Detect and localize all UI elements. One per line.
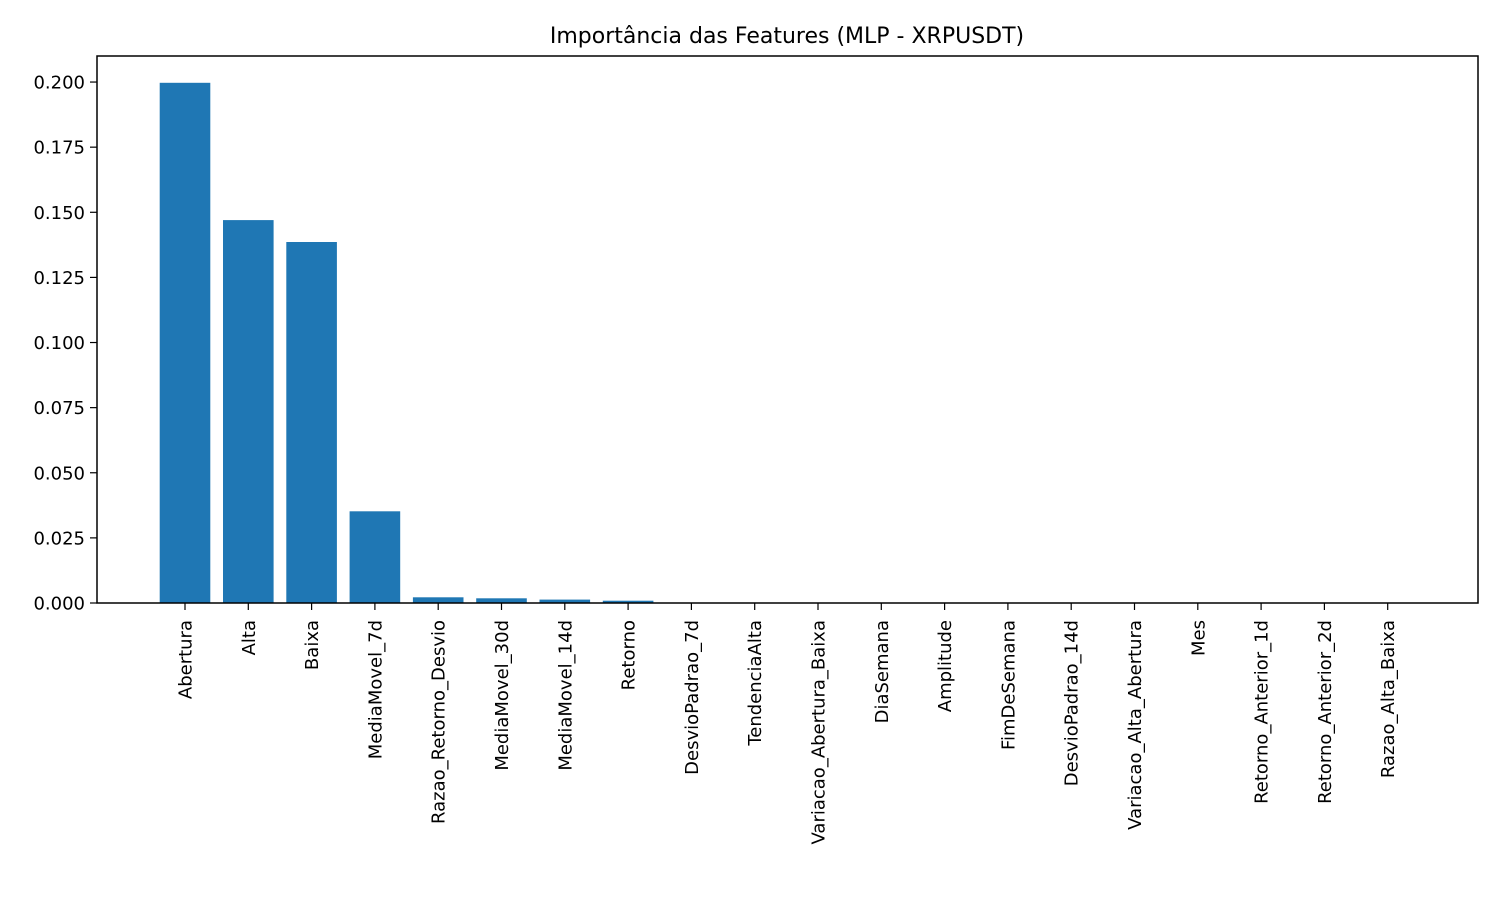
x-tick-label: Variacao_Alta_Abertura	[1125, 620, 1146, 830]
x-tick-label: MediaMovel_30d	[492, 620, 513, 771]
y-tick-label: 0.025	[33, 528, 85, 549]
x-tick-label: FimDeSemana	[998, 620, 1019, 750]
bar-baixa	[286, 242, 337, 603]
x-tick-label: DesvioPadrao_14d	[1062, 620, 1083, 786]
chart-title: Importância das Features (MLP - XRPUSDT)	[550, 24, 1024, 49]
y-axis: 0.000 0.025 0.050 0.075 0.100 0.125 0.150 0.175…	[33, 73, 97, 615]
x-tick-label: Alta	[239, 620, 260, 655]
y-tick-label: 0.200	[33, 73, 85, 94]
bar-mediamovel-14d	[539, 599, 591, 603]
x-tick-label: Baixa	[302, 620, 323, 670]
x-tick-label: Retorno	[619, 620, 640, 690]
y-tick-label: 0.000	[33, 594, 85, 615]
x-tick-label: MediaMovel_14d	[555, 620, 576, 771]
y-tick-label: 0.125	[33, 268, 85, 289]
y-tick-label: 0.050	[33, 463, 85, 484]
x-tick-label: Retorno_Anterior_2d	[1315, 620, 1336, 804]
y-tick-label: 0.100	[33, 333, 85, 354]
x-axis: Abertura Alta Baixa MediaMovel_7d Razao_Reto…	[176, 603, 1399, 845]
bar-mediamovel-30d	[476, 598, 527, 603]
y-tick-label: 0.175	[33, 138, 85, 159]
bar-razao-retorno-desvio	[412, 597, 464, 603]
x-tick-label: DiaSemana	[872, 620, 893, 723]
x-tick-label: Retorno_Anterior_1d	[1252, 620, 1273, 804]
x-tick-label: MediaMovel_7d	[365, 620, 386, 759]
plot-frame	[96, 55, 1479, 604]
bar-abertura	[159, 82, 211, 604]
x-tick-label: Razao_Retorno_Desvio	[429, 620, 450, 824]
x-tick-label: Razao_Alta_Baixa	[1378, 620, 1399, 778]
x-tick-label: Mes	[1188, 620, 1209, 656]
x-tick-label: Variacao_Abertura_Baixa	[809, 620, 830, 845]
x-tick-label: Amplitude	[935, 620, 956, 712]
bar-retorno	[602, 600, 654, 603]
y-tick-label: 0.075	[33, 398, 85, 419]
x-tick-label: Abertura	[176, 620, 197, 699]
y-tick-label: 0.150	[33, 203, 85, 224]
bar-alta	[223, 220, 274, 603]
bar-mediamovel-7d	[349, 511, 401, 603]
bars-group	[159, 82, 1097, 604]
x-tick-label: DesvioPadrao_7d	[682, 620, 703, 775]
x-tick-label: TendenciaAlta	[745, 620, 766, 747]
